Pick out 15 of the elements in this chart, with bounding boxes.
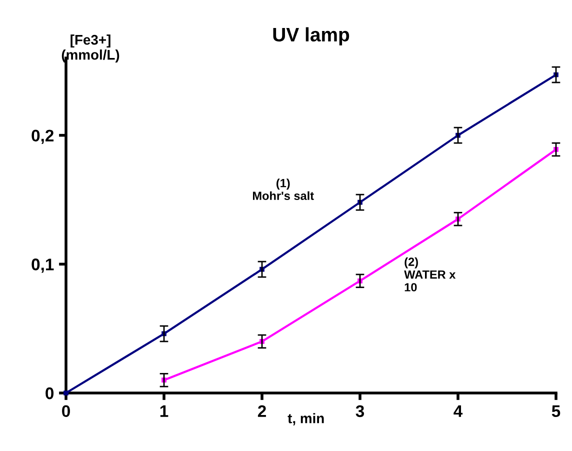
x-tick-label: 1 bbox=[160, 405, 168, 417]
series-label: (2) WATER x 10 bbox=[404, 257, 456, 292]
chart-title: UV lamp bbox=[273, 27, 350, 46]
y-tick-label: 0,1 bbox=[32, 258, 54, 273]
x-tick-label: 3 bbox=[356, 405, 364, 418]
x-tick-label: 5 bbox=[552, 405, 560, 418]
x-tick-label: 4 bbox=[454, 405, 463, 417]
x-tick-label: 0 bbox=[62, 405, 70, 418]
point bbox=[64, 390, 68, 396]
x-tick-label: 2 bbox=[258, 405, 266, 417]
y-tick-label: 0 bbox=[46, 387, 54, 400]
text: (1) Mohr's salt bbox=[252, 178, 314, 200]
y-axis-title: [Fe3+] (mmol/L) bbox=[62, 34, 120, 62]
y-tick-label: 0,2 bbox=[32, 130, 54, 144]
x-axis-title: t, min bbox=[288, 413, 324, 426]
